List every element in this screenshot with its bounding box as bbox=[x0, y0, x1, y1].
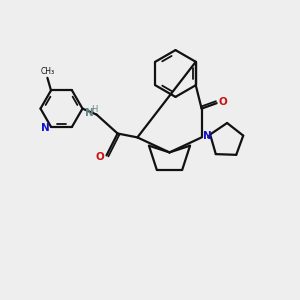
Text: N: N bbox=[40, 123, 50, 133]
Text: CH₃: CH₃ bbox=[40, 67, 55, 76]
Text: H: H bbox=[91, 105, 98, 114]
Text: N: N bbox=[202, 131, 211, 141]
Text: O: O bbox=[219, 97, 228, 107]
Text: O: O bbox=[95, 152, 104, 162]
Text: N: N bbox=[85, 108, 94, 118]
